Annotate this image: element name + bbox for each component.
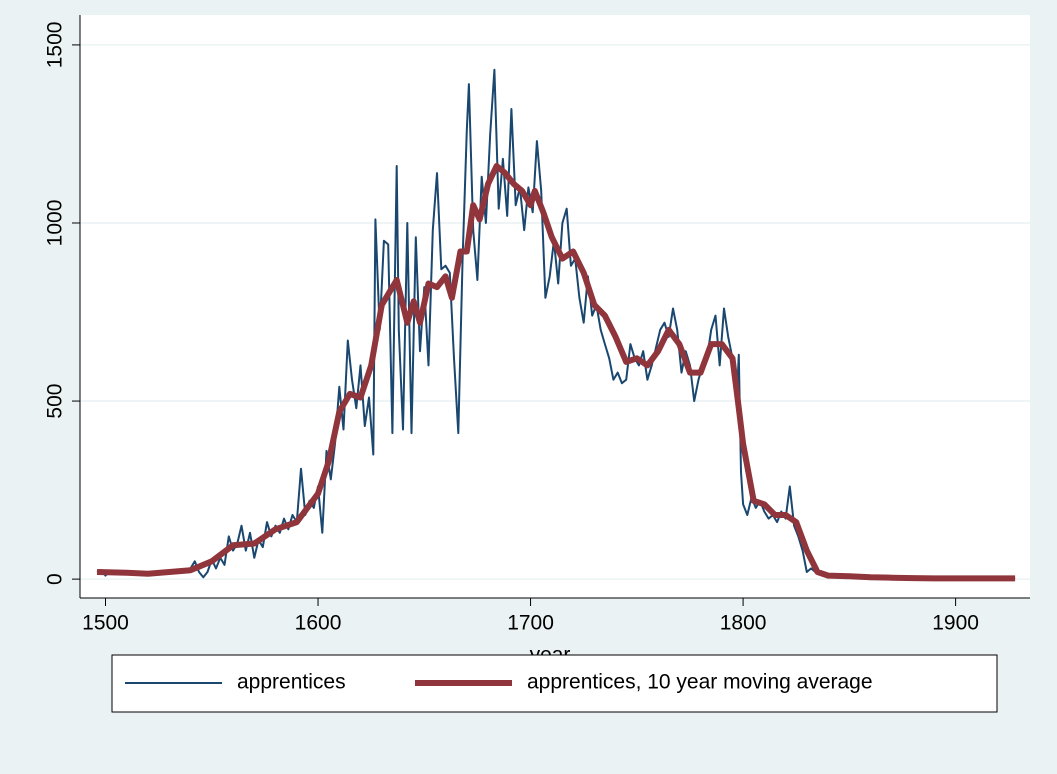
x-tick-label: 1700 <box>507 612 554 635</box>
legend-label: apprentices, 10 year moving average <box>527 671 873 694</box>
x-tick-label: 1600 <box>295 612 342 635</box>
plot-area <box>80 15 1030 598</box>
x-tick-label: 1500 <box>82 612 129 635</box>
x-tick-label: 1900 <box>932 612 979 635</box>
y-tick-label: 1500 <box>44 22 67 69</box>
y-tick-label: 0 <box>44 573 67 585</box>
series-line <box>96 163 1016 582</box>
y-tick-label: 1000 <box>44 200 67 247</box>
legend-label: apprentices <box>237 671 346 694</box>
legend <box>111 654 998 713</box>
y-tick-label: 500 <box>44 384 67 419</box>
x-tick-label: 1800 <box>720 612 767 635</box>
